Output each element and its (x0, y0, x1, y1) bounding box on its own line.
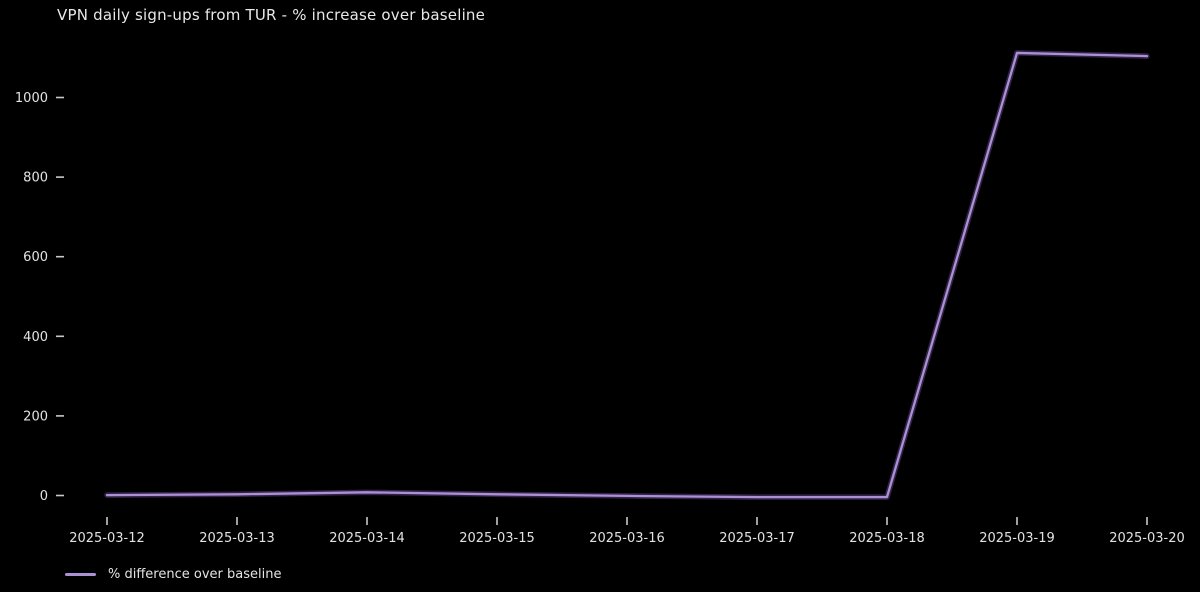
x-tick-label: 2025-03-19 (979, 531, 1055, 546)
x-tick-label: 2025-03-15 (459, 531, 535, 546)
x-tick-label: 2025-03-18 (849, 531, 925, 546)
y-tick-label: 200 (23, 409, 48, 424)
x-tick-label: 2025-03-20 (1109, 531, 1185, 546)
x-tick-label: 2025-03-17 (719, 531, 795, 546)
x-tick-label: 2025-03-16 (589, 531, 665, 546)
series-line (105, 51, 1149, 499)
legend-label: % difference over baseline (108, 567, 282, 582)
y-tick-label: 400 (23, 330, 48, 345)
chart-title: VPN daily sign-ups from TUR - % increase… (57, 6, 486, 24)
legend-line-swatch (65, 573, 96, 576)
y-tick-label: 800 (23, 171, 48, 186)
x-tick-label: 2025-03-13 (199, 531, 275, 546)
y-tick-label: 1000 (15, 91, 48, 106)
y-tick-label: 600 (23, 250, 48, 265)
x-tick-label: 2025-03-12 (69, 531, 145, 546)
series-line-glow (104, 50, 1150, 500)
chart-legend: % difference over baseline (65, 567, 281, 582)
x-tick-label: 2025-03-14 (329, 531, 405, 546)
y-tick-label: 0 (40, 489, 48, 504)
